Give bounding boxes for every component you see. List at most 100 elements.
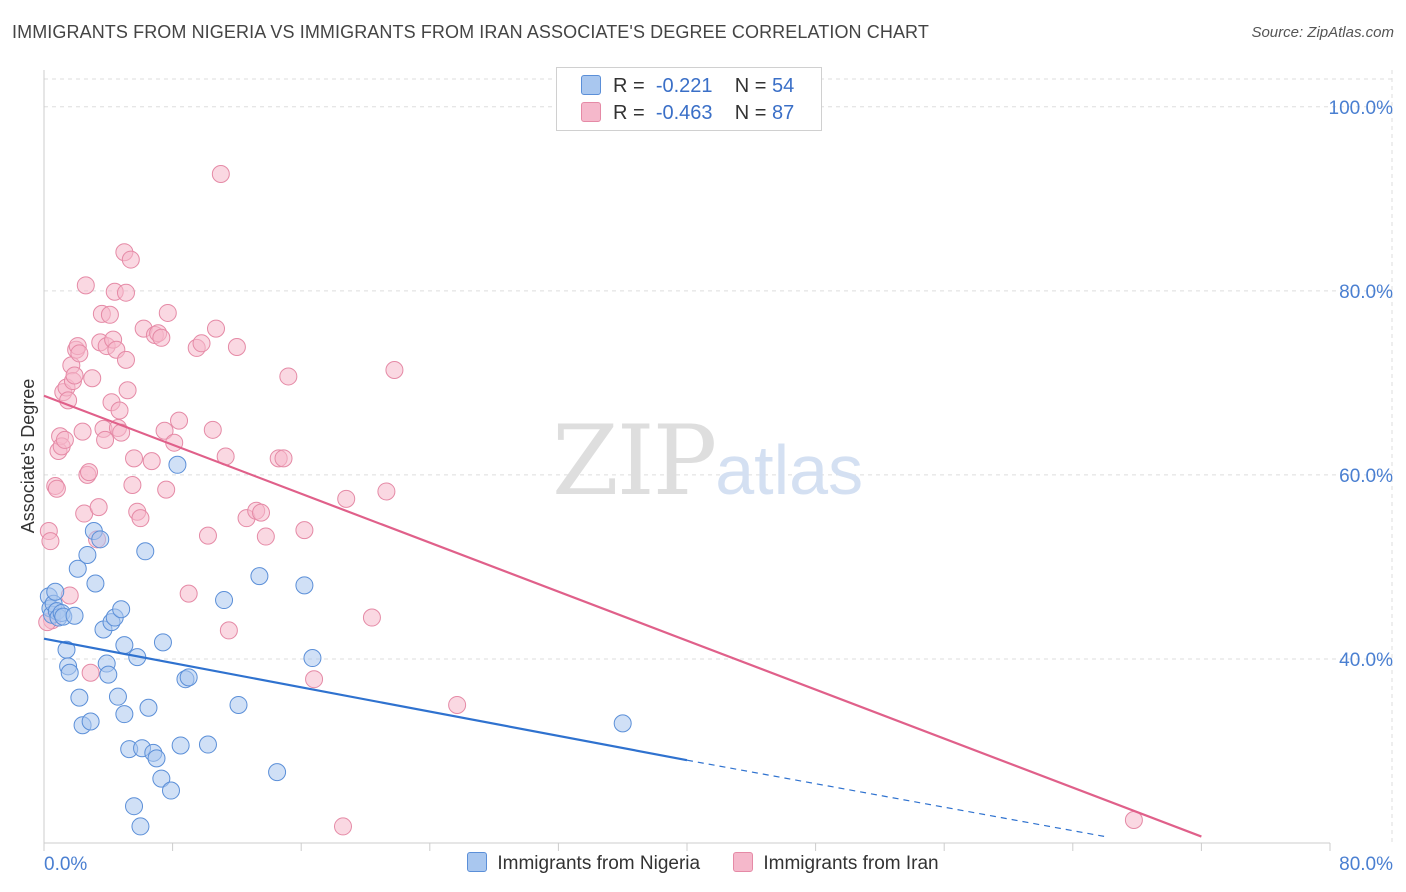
- iran-point: [152, 328, 171, 347]
- iran-point: [41, 532, 60, 551]
- iran-point: [179, 584, 198, 603]
- chart-title: IMMIGRANTS FROM NIGERIA VS IMMIGRANTS FR…: [12, 22, 929, 42]
- nigeria-point: [198, 735, 217, 754]
- iran-point: [448, 695, 467, 714]
- iran-point: [207, 319, 226, 338]
- nigeria-point: [46, 582, 65, 601]
- y-tick-label: 40.0%: [1339, 650, 1393, 671]
- iran-point: [89, 498, 108, 517]
- iran-point: [59, 391, 78, 410]
- iran-point: [192, 334, 211, 353]
- iran-point: [47, 479, 66, 498]
- legend-n-label: N =: [734, 102, 767, 124]
- nigeria-point: [70, 688, 89, 707]
- source-label[interactable]: Source: ZipAtlas.com: [1251, 24, 1394, 41]
- iran-point: [252, 503, 271, 522]
- iran-point: [377, 482, 396, 501]
- legend-n-value: 87: [772, 102, 795, 124]
- iran-trend-line: [43, 394, 1202, 838]
- nigeria-point: [161, 781, 180, 800]
- nigeria-point: [613, 714, 632, 733]
- legend-r-value: -0.463: [655, 102, 713, 124]
- nigeria-point: [168, 455, 187, 474]
- iran-swatch: [733, 852, 754, 872]
- nigeria-point: [147, 749, 166, 768]
- iran-point: [157, 480, 176, 499]
- nigeria-point: [139, 698, 158, 717]
- nigeria-point: [68, 559, 87, 578]
- iran-point: [305, 670, 324, 689]
- legend-label-nigeria: Immigrants from Nigeria: [497, 853, 701, 874]
- nigeria-point: [99, 665, 118, 684]
- iran-point: [158, 303, 177, 322]
- legend-n-value: 54: [772, 75, 795, 97]
- iran-point: [219, 621, 238, 640]
- nigeria-point: [78, 545, 97, 564]
- iran-point: [55, 430, 74, 449]
- iran-point: [65, 366, 84, 385]
- nigeria-point: [112, 600, 131, 619]
- series-legend: Immigrants from Nigeria Immigrants from …: [0, 852, 1406, 875]
- iran-point: [125, 449, 144, 468]
- nigeria-point: [250, 567, 269, 586]
- correlation-legend: R = -0.221 N = 54 R = -0.463 N = 87: [556, 67, 822, 131]
- watermark-atlas: atlas: [715, 431, 864, 509]
- nigeria-point: [268, 763, 287, 782]
- legend-row-iran: R = -0.463 N = 87: [581, 102, 794, 126]
- nigeria-point: [131, 817, 150, 836]
- trend-lines: [43, 394, 1202, 838]
- nigeria-point: [153, 633, 172, 652]
- tick-labels: 40.0% 60.0% 80.0% 100.0% 0.0% 80.0%: [44, 98, 1393, 875]
- iran-point: [110, 401, 129, 420]
- iran-point: [279, 367, 298, 386]
- nigeria-point: [179, 668, 198, 687]
- iran-point: [131, 509, 150, 528]
- nigeria-point: [91, 530, 110, 549]
- iran-point: [155, 421, 174, 440]
- axes: [43, 70, 1331, 851]
- nigeria-trend-line: [43, 637, 688, 762]
- iran-point: [203, 420, 222, 439]
- iran-point: [96, 430, 115, 449]
- iran-point: [116, 283, 135, 302]
- nigeria-point: [86, 574, 105, 593]
- nigeria-point: [171, 736, 190, 755]
- nigeria-swatch: [467, 852, 488, 872]
- x-tick-label: 80.0%: [1339, 854, 1393, 875]
- nigeria-point: [125, 797, 144, 816]
- iran-point: [83, 369, 102, 388]
- iran-point: [116, 350, 135, 369]
- iran-point: [73, 422, 92, 441]
- nigeria-point: [295, 576, 314, 595]
- nigeria-point: [81, 712, 100, 731]
- watermark: ZIPatlas: [552, 405, 863, 517]
- nigeria-point: [108, 687, 127, 706]
- iran-point: [362, 608, 381, 627]
- nigeria-point: [115, 705, 134, 724]
- legend-r-label: R =: [613, 102, 645, 124]
- iran-point: [274, 449, 293, 468]
- y-tick-label: 100.0%: [1329, 98, 1394, 119]
- x-tick-label: 0.0%: [44, 854, 87, 875]
- iran-point: [198, 526, 217, 545]
- nigeria-point: [65, 606, 84, 625]
- iran-swatch: [581, 102, 601, 122]
- iran-point: [70, 344, 89, 363]
- nigeria-swatch: [581, 75, 601, 95]
- iran-point: [80, 463, 99, 482]
- nigeria-point: [303, 649, 322, 668]
- legend-item-iran[interactable]: Immigrants from Iran: [733, 852, 939, 875]
- nigeria-point: [215, 591, 234, 610]
- legend-row-nigeria: R = -0.221 N = 54: [581, 75, 794, 99]
- nigeria-point: [136, 542, 155, 561]
- iran-point: [211, 164, 230, 183]
- y-tick-label: 80.0%: [1339, 282, 1393, 303]
- nigeria-point: [115, 636, 134, 655]
- iran-point: [170, 411, 189, 430]
- legend-item-nigeria[interactable]: Immigrants from Nigeria: [467, 852, 700, 875]
- iran-point: [118, 381, 137, 400]
- iran-point: [81, 663, 100, 682]
- iran-point: [333, 817, 352, 836]
- nigeria-trend-extension: [686, 759, 1106, 838]
